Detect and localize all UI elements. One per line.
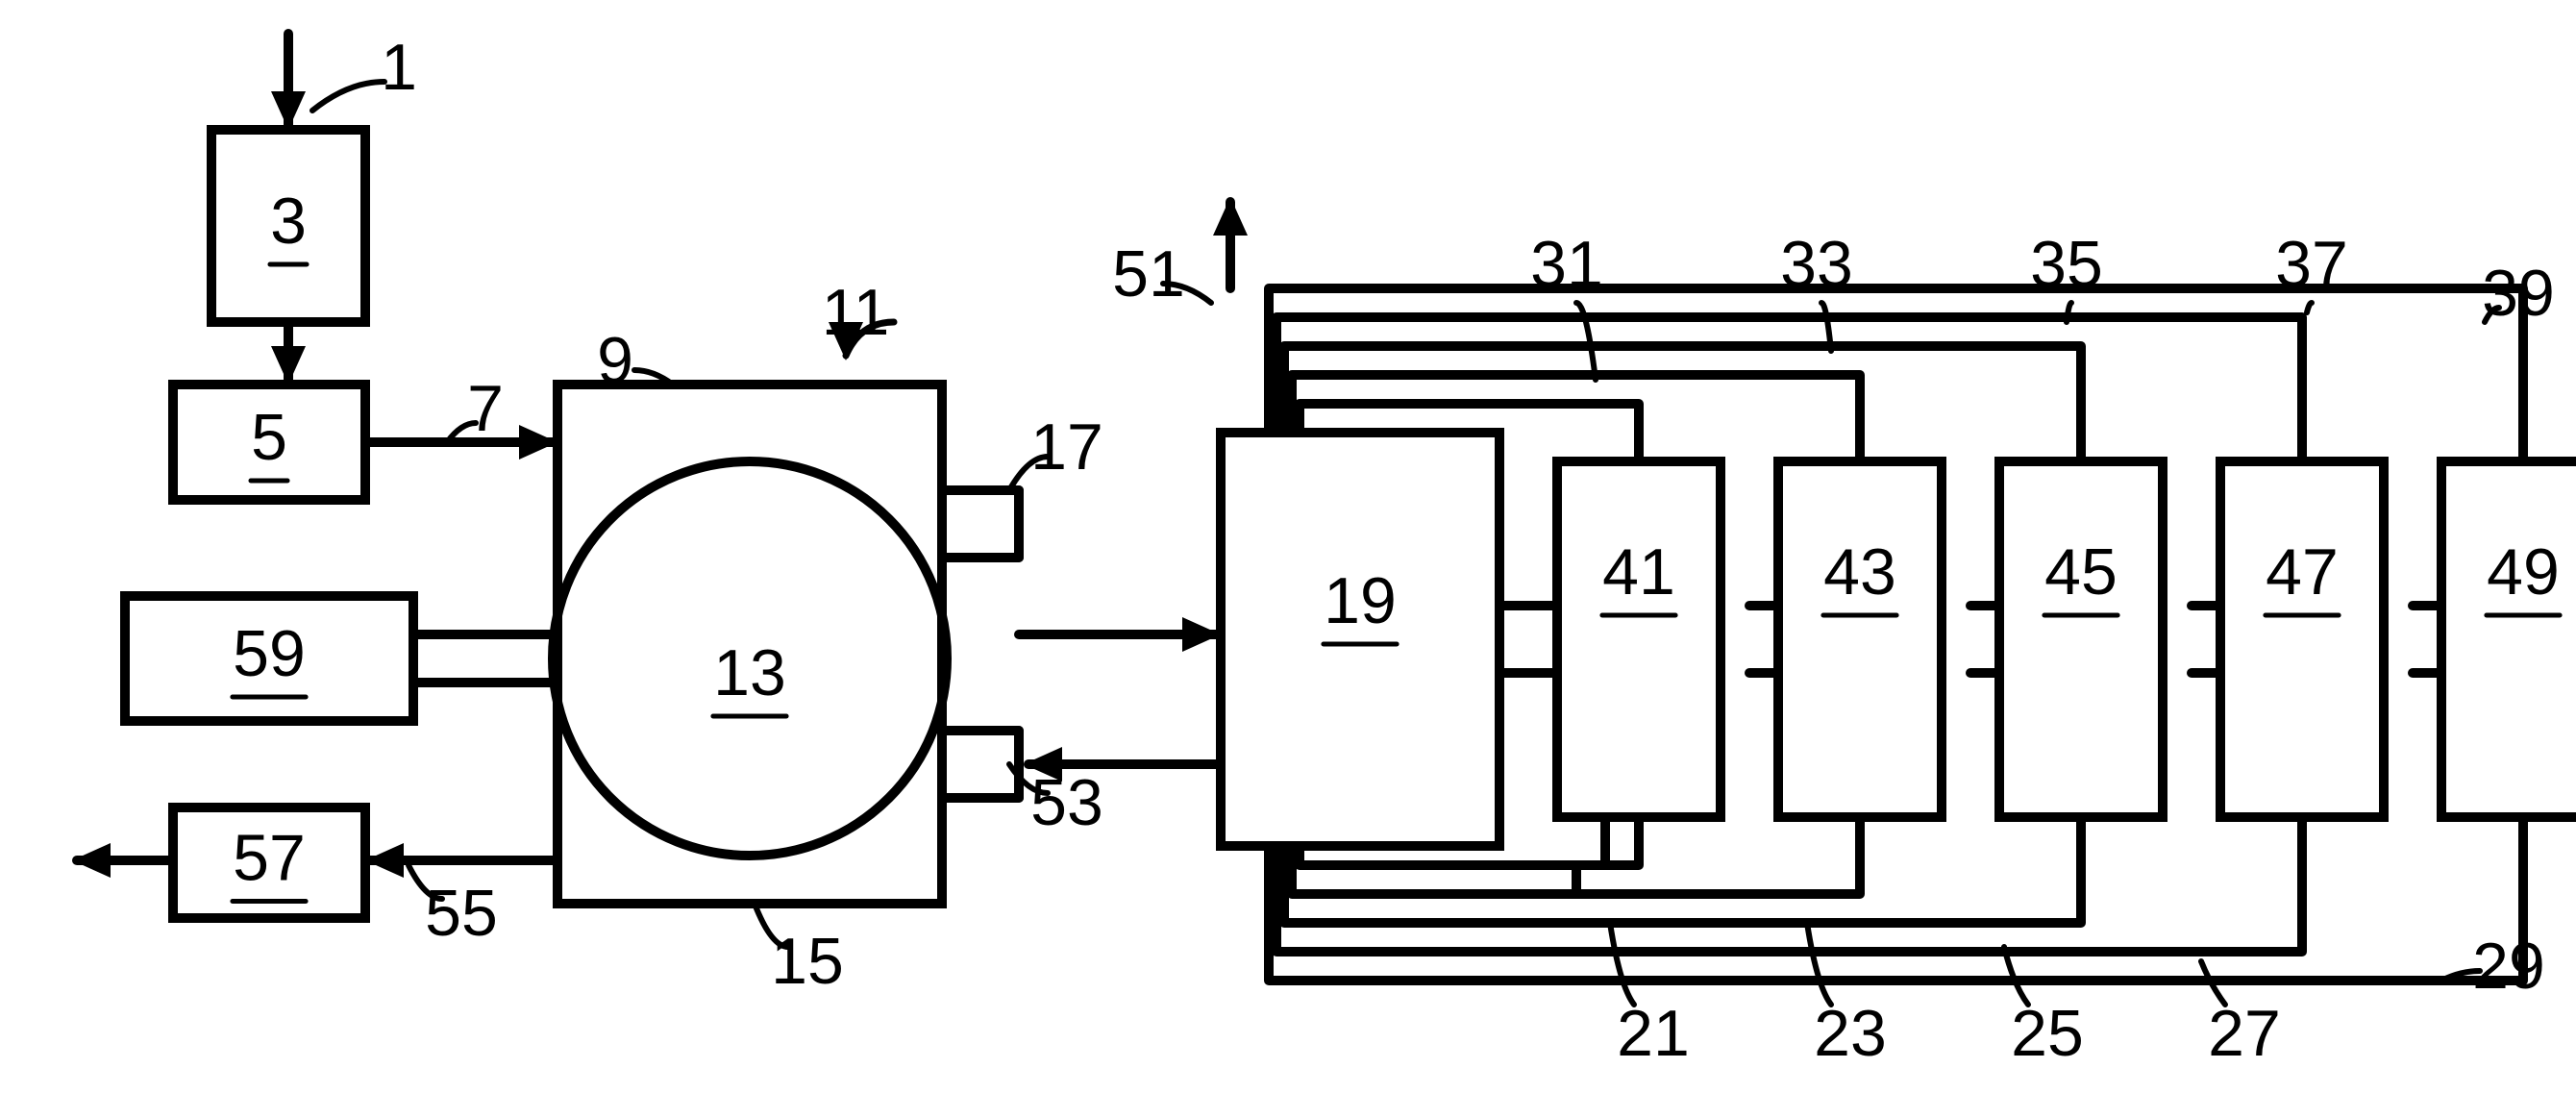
label-11: 11 bbox=[822, 276, 890, 349]
label-b3: 3 bbox=[270, 185, 307, 258]
label-35: 35 bbox=[2030, 228, 2103, 301]
label-31: 31 bbox=[1530, 228, 1603, 301]
label-1: 1 bbox=[381, 31, 417, 104]
label-39: 39 bbox=[2482, 257, 2555, 330]
label-17: 17 bbox=[1030, 410, 1103, 484]
block-b49 bbox=[2441, 461, 2576, 817]
label-53: 53 bbox=[1030, 766, 1103, 839]
block-b41 bbox=[1557, 461, 1721, 817]
label-51: 51 bbox=[1112, 237, 1185, 311]
label-9: 9 bbox=[597, 324, 633, 397]
label-13: 13 bbox=[713, 636, 786, 709]
label-b5: 5 bbox=[251, 401, 287, 474]
label-7: 7 bbox=[467, 372, 504, 445]
block-b43 bbox=[1778, 461, 1942, 817]
label-b49: 49 bbox=[2487, 535, 2560, 609]
block-b45 bbox=[1999, 461, 2163, 817]
label-29: 29 bbox=[2472, 930, 2545, 1003]
label-b43: 43 bbox=[1823, 535, 1896, 609]
label-37: 37 bbox=[2275, 228, 2348, 301]
label-23: 23 bbox=[1814, 997, 1887, 1070]
label-15: 15 bbox=[771, 925, 844, 998]
block-b47 bbox=[2220, 461, 2384, 817]
label-b57: 57 bbox=[233, 821, 306, 894]
label-b19: 19 bbox=[1324, 564, 1397, 637]
label-21: 21 bbox=[1617, 997, 1690, 1070]
label-b59: 59 bbox=[233, 617, 306, 690]
label-b47: 47 bbox=[2266, 535, 2339, 609]
label-33: 33 bbox=[1780, 228, 1853, 301]
label-25: 25 bbox=[2011, 997, 2084, 1070]
label-b45: 45 bbox=[2044, 535, 2118, 609]
block-b19 bbox=[1221, 433, 1499, 846]
label-55: 55 bbox=[425, 877, 498, 950]
label-27: 27 bbox=[2208, 997, 2281, 1070]
label-b41: 41 bbox=[1602, 535, 1675, 609]
